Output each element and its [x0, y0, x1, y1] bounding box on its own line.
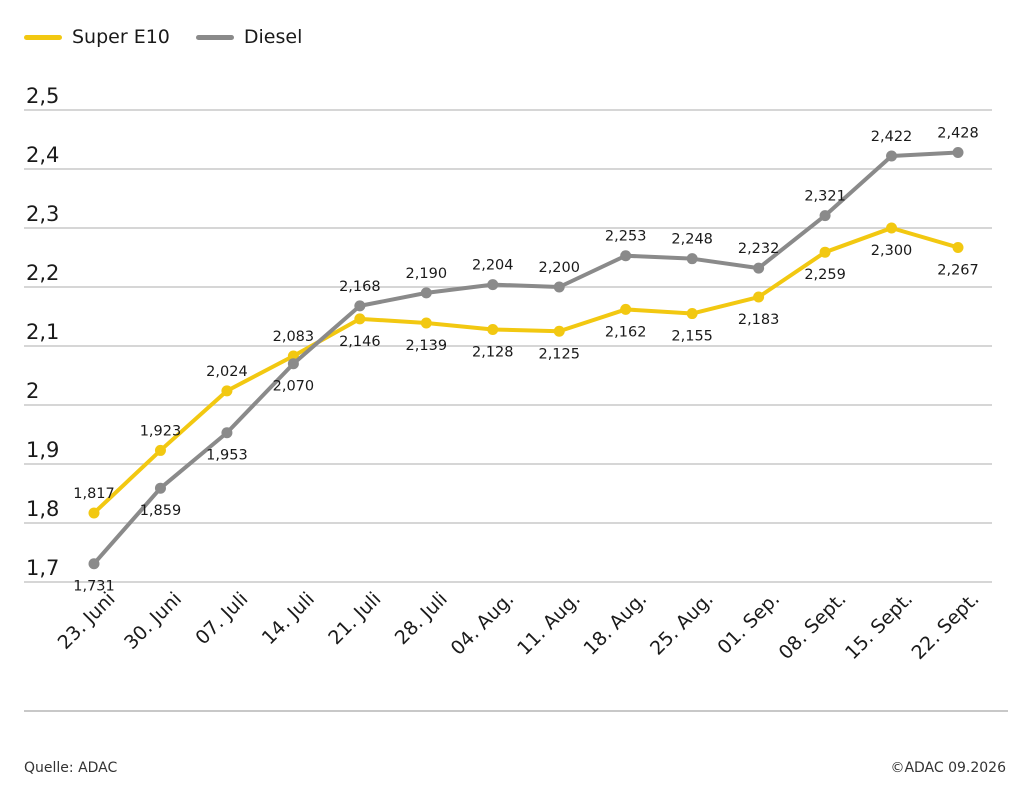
legend-label-super-e10: Super E10: [72, 26, 170, 48]
data-point-diesel: [221, 427, 233, 439]
source-note: Quelle: ADAC: [24, 760, 118, 776]
data-label-diesel: 1,859: [140, 503, 182, 519]
x-tick-label: 22. Sept.: [907, 588, 983, 664]
y-tick-label: 2,5: [26, 84, 59, 108]
data-point-diesel: [420, 287, 432, 299]
y-tick-label: 2,4: [26, 143, 59, 167]
data-label-diesel: 2,190: [406, 266, 448, 282]
data-point-super-e10: [221, 385, 233, 397]
data-label-super-e10: 2,146: [339, 334, 381, 350]
data-point-diesel: [154, 482, 166, 494]
data-point-super-e10: [487, 323, 499, 335]
data-label-diesel: 2,200: [538, 260, 580, 276]
data-point-diesel: [354, 300, 366, 312]
data-label-diesel: 1,731: [73, 579, 115, 595]
x-tick-label: 21. Juli: [324, 588, 385, 649]
data-point-diesel: [88, 558, 100, 570]
footer-divider: [24, 710, 1008, 712]
data-point-super-e10: [620, 303, 632, 315]
x-tick-label: 28. Juli: [391, 588, 452, 649]
data-label-super-e10: 2,267: [937, 262, 979, 278]
y-tick-label: 2: [26, 379, 39, 403]
data-label-super-e10: 2,128: [472, 344, 514, 360]
x-tick-label: 07. Juli: [191, 588, 252, 649]
data-point-diesel: [886, 150, 898, 162]
data-label-diesel: 2,248: [671, 232, 713, 248]
y-tick-label: 1,7: [26, 556, 59, 580]
legend: Super E10 Diesel: [24, 26, 328, 48]
legend-swatch-diesel: [195, 34, 234, 40]
data-label-diesel: 2,321: [804, 189, 846, 205]
data-label-super-e10: 2,139: [406, 338, 448, 354]
data-label-diesel: 2,422: [871, 129, 913, 145]
copyright-note: ©ADAC 09.2026: [890, 760, 1006, 776]
data-point-super-e10: [553, 325, 565, 337]
data-label-diesel: 1,953: [206, 448, 248, 464]
data-point-super-e10: [686, 308, 698, 320]
data-label-super-e10: 2,183: [738, 312, 780, 328]
data-point-diesel: [819, 210, 831, 222]
data-point-super-e10: [886, 222, 898, 234]
x-tick-label: 30. Juni: [120, 588, 186, 654]
data-point-super-e10: [753, 291, 765, 303]
x-tick-label: 23. Juni: [54, 588, 120, 654]
data-label-diesel: 2,168: [339, 279, 381, 295]
legend-swatch-super-e10: [24, 34, 62, 40]
data-point-diesel: [686, 253, 698, 265]
data-label-super-e10: 2,155: [671, 329, 713, 345]
x-tick-label: 11. Aug.: [513, 588, 585, 660]
data-label-diesel: 2,070: [273, 379, 315, 395]
data-point-diesel: [952, 146, 964, 158]
data-label-super-e10: 2,125: [538, 346, 580, 362]
x-tick-label: 14. Juli: [258, 588, 319, 649]
data-point-super-e10: [952, 241, 964, 253]
x-tick-label: 08. Sept.: [775, 588, 851, 664]
data-point-super-e10: [354, 313, 366, 325]
series-line-super-e10: [92, 226, 960, 515]
data-point-diesel: [553, 281, 565, 293]
data-point-diesel: [620, 250, 632, 262]
line-chart: 1,7 1,8 1,9 2 2,1 2,2 2,3 2,4 2,5 23. Juni 30. Jun…: [24, 84, 992, 664]
y-tick-label: 1,9: [26, 438, 59, 462]
legend-item-diesel: Diesel: [195, 26, 303, 48]
y-tick-label: 2,2: [26, 261, 59, 285]
data-label-diesel: 2,253: [605, 229, 647, 245]
x-tick-label: 15. Sept.: [841, 588, 917, 664]
x-tick-label: 18. Aug.: [580, 588, 652, 660]
data-label-diesel: 2,232: [738, 241, 780, 257]
legend-item-super-e10: Super E10: [24, 26, 170, 48]
data-point-super-e10: [420, 317, 432, 329]
y-tick-label: 2,3: [26, 202, 59, 226]
data-point-diesel: [753, 262, 765, 274]
data-label-diesel: 2,204: [472, 258, 514, 274]
data-label-super-e10: 1,923: [140, 423, 182, 439]
data-point-diesel: [287, 358, 299, 370]
y-tick-label: 1,8: [26, 497, 59, 521]
data-label-super-e10: 1,817: [73, 486, 115, 502]
x-tick-label: 04. Aug.: [447, 588, 519, 660]
data-point-super-e10: [88, 507, 100, 519]
x-tick-label: 25. Aug.: [646, 588, 718, 660]
data-label-super-e10: 2,083: [273, 329, 315, 345]
series-line-diesel: [92, 150, 960, 566]
y-tick-label: 2,1: [26, 320, 59, 344]
data-point-super-e10: [154, 444, 166, 456]
data-label-super-e10: 2,259: [804, 267, 846, 283]
legend-label-diesel: Diesel: [243, 26, 303, 48]
data-label-super-e10: 2,024: [206, 364, 248, 380]
data-point-diesel: [487, 279, 499, 291]
data-point-super-e10: [819, 246, 831, 258]
data-label-diesel: 2,428: [937, 125, 979, 141]
data-label-super-e10: 2,300: [871, 243, 913, 259]
data-label-super-e10: 2,162: [605, 324, 647, 340]
